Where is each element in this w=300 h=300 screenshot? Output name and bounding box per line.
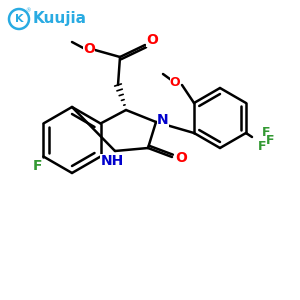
Text: O: O bbox=[146, 33, 158, 47]
Text: Kuujia: Kuujia bbox=[33, 11, 87, 26]
Text: F: F bbox=[258, 140, 266, 154]
Text: N: N bbox=[157, 113, 169, 127]
Text: O: O bbox=[175, 151, 187, 165]
Text: F: F bbox=[33, 158, 42, 172]
Text: F: F bbox=[262, 125, 270, 139]
Text: K: K bbox=[15, 14, 23, 24]
Text: F: F bbox=[266, 134, 274, 146]
Text: NH: NH bbox=[100, 154, 124, 168]
Text: O: O bbox=[83, 42, 95, 56]
Text: O: O bbox=[170, 76, 180, 88]
Text: ®: ® bbox=[25, 8, 31, 14]
